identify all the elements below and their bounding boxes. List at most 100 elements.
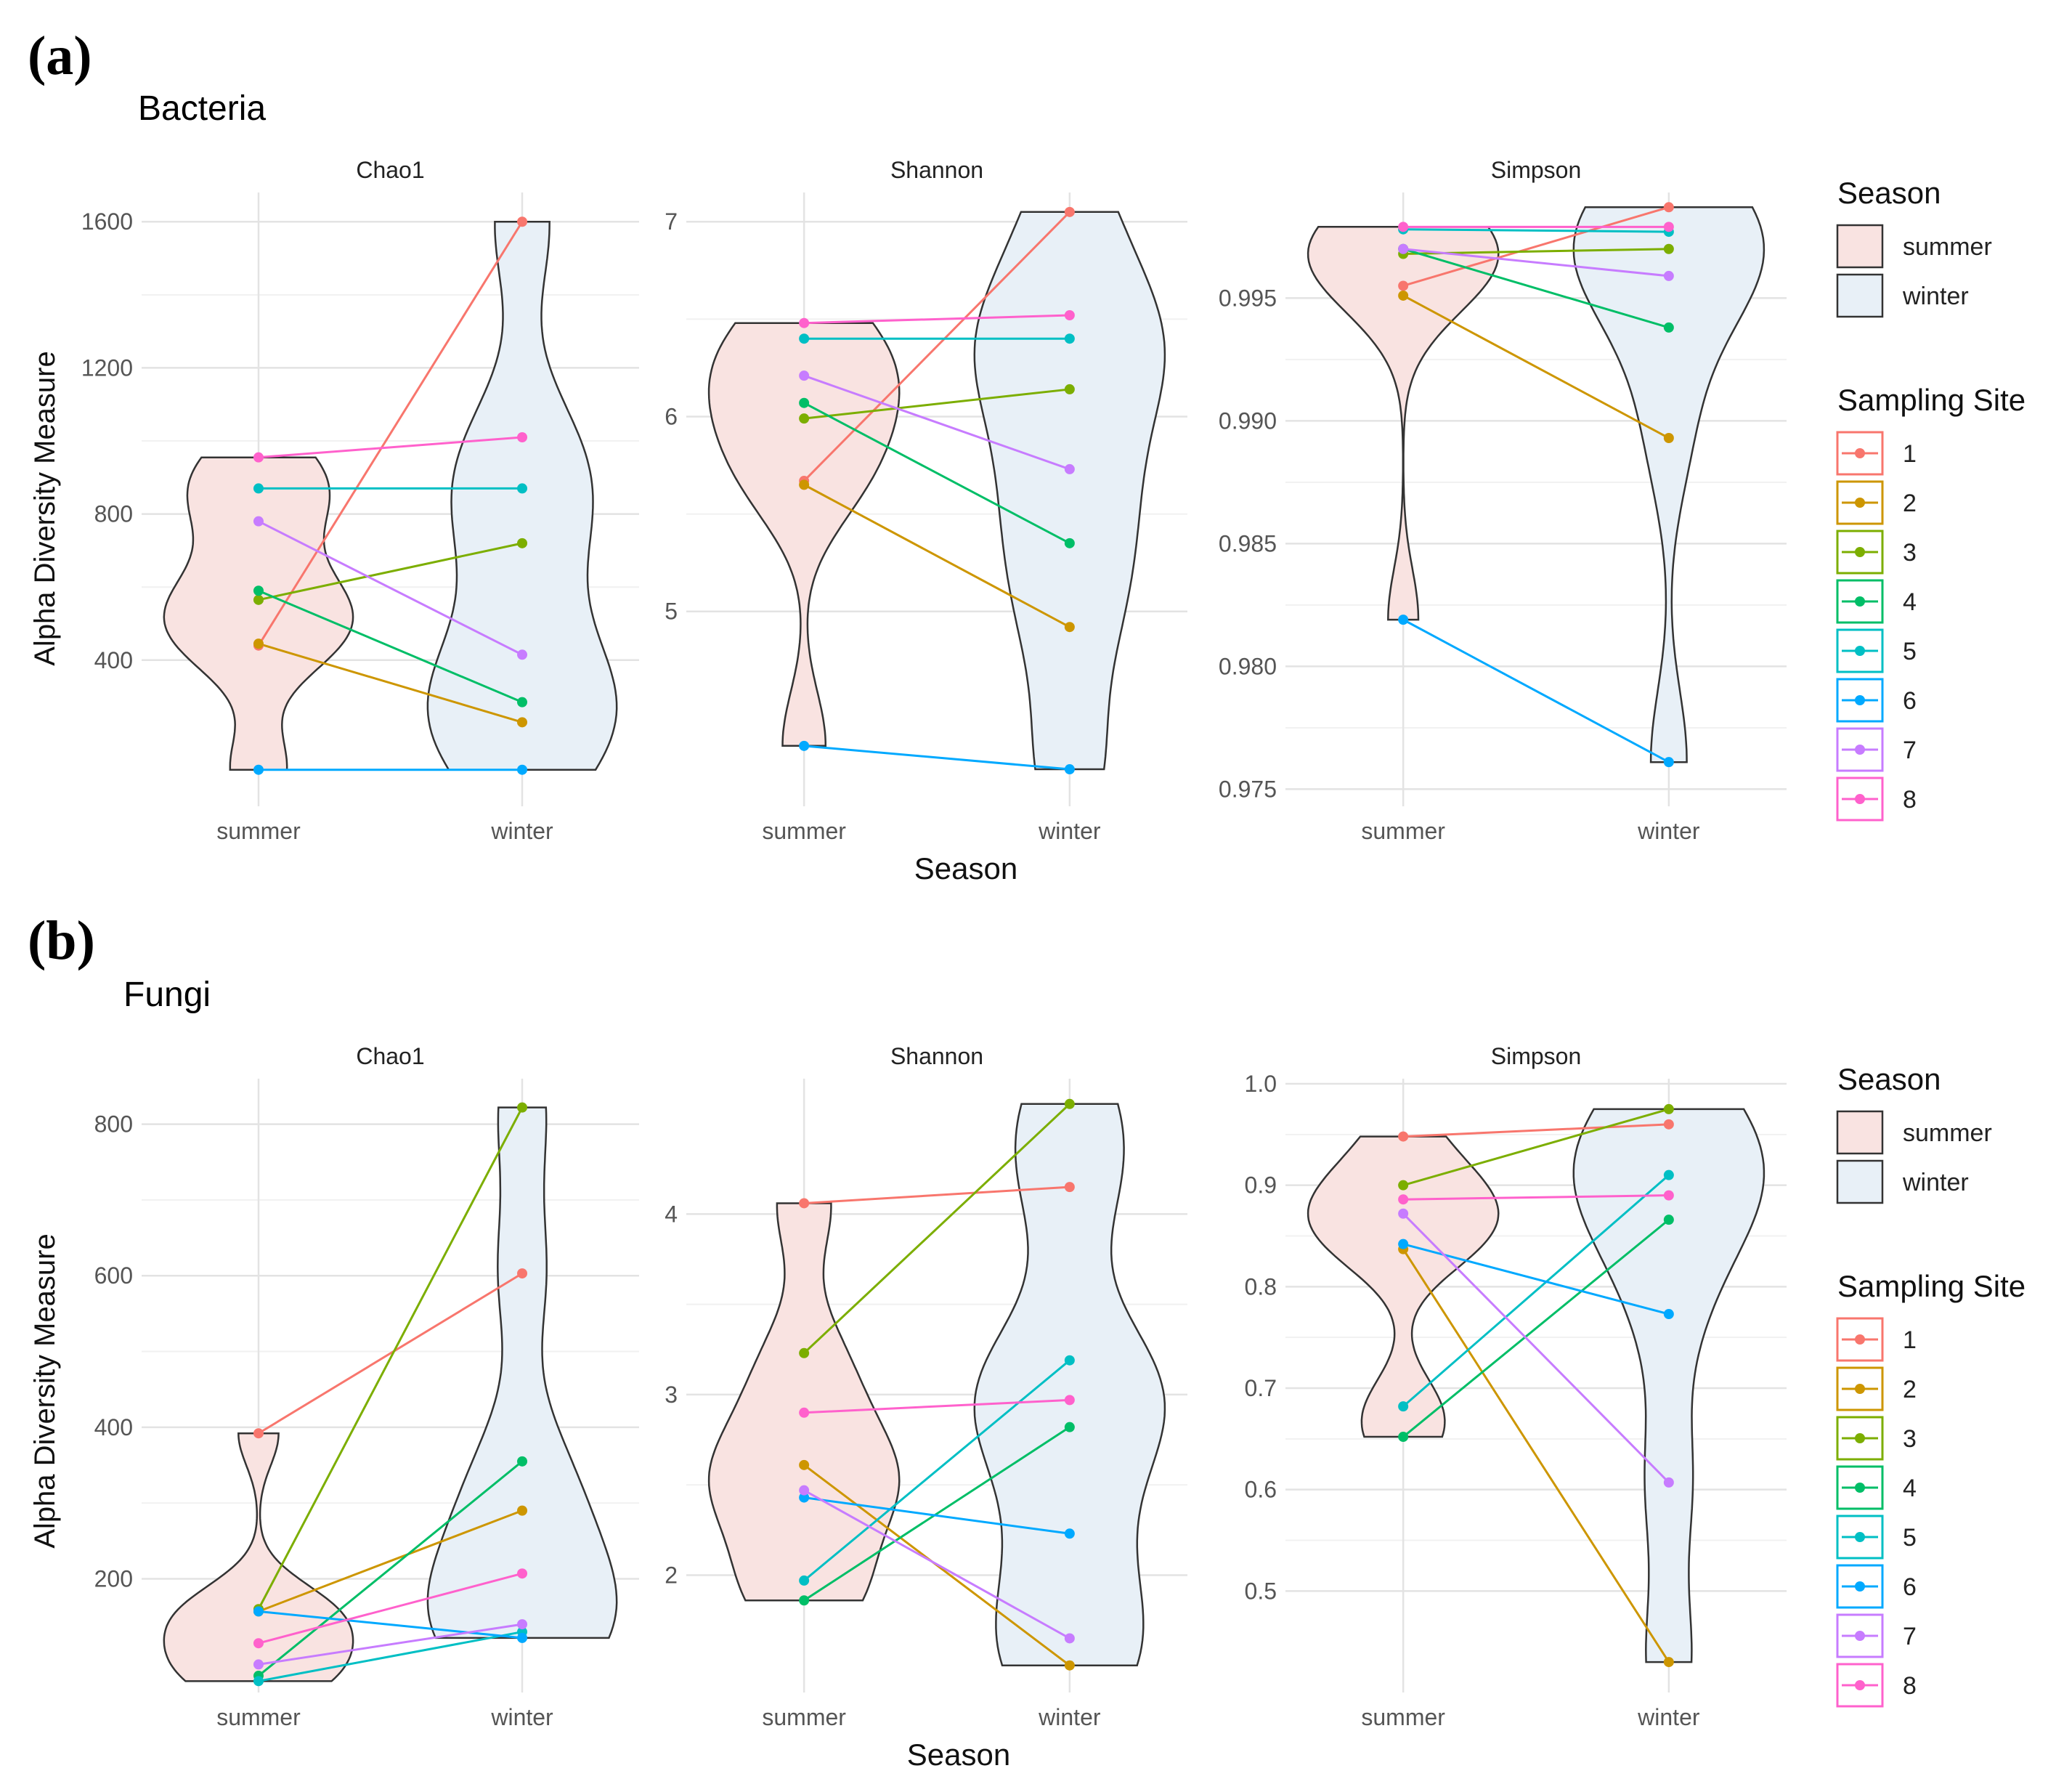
legend-site-point [1855,794,1865,804]
violin-summer [1307,1135,1500,1438]
site-3-line [803,388,1070,420]
site-7-point-summer [253,516,264,527]
site-7-point-summer [799,1485,810,1496]
site-7-line [1402,1212,1670,1483]
site-6-line [1402,618,1670,763]
legend-site-label: 3 [1903,539,1917,567]
x-tick-label: winter [490,818,553,844]
x-tick-label: summer [1361,1704,1445,1730]
site-6-point-winter [1064,764,1075,775]
legend-season-title: Season [1837,176,1941,210]
site-1-point-summer [1398,1131,1409,1142]
site-6-point-summer [253,1606,264,1617]
site-7-line [803,374,1070,471]
legend-season-label: winter [1902,283,1969,310]
site-1-line [257,221,524,646]
y-tick-label: 6 [665,403,678,429]
site-6-point-winter [1663,1309,1674,1320]
facet-simpson-bacteria: Simpson 0.975 0.980 0.985 0.990 0.995 summer wi… [1219,157,1787,844]
y-tick-label: 4 [665,1201,678,1227]
site-7-line [803,1489,1070,1639]
site-3-point-winter [1064,1098,1075,1109]
facet-chao1-fungi: Chao1 200 400 600 800 summer winter [94,1043,639,1730]
y-tick-label: 0.6 [1245,1477,1277,1503]
site-2-point-winter [1064,622,1075,633]
site-8-line [804,1398,1070,1414]
y-tick-label: 0.8 [1245,1273,1277,1300]
legend-site-point [1855,1532,1865,1542]
facet-title: Simpson [1491,1043,1582,1069]
legend-site-label: 7 [1903,1623,1917,1650]
legend-site-point [1855,1433,1865,1443]
legend-site-point [1855,695,1865,705]
panel-b-title: Fungi [123,976,211,1014]
site-8-point-summer [799,1407,810,1418]
y-tick-label: 0.990 [1219,408,1277,434]
y-tick-label: 0.995 [1219,285,1277,311]
violin-winter [426,1106,618,1639]
site-5-line [803,1359,1070,1582]
site-8-point-winter [1663,1190,1674,1201]
site-1-point-summer [799,1198,810,1209]
site-5-line [258,1631,523,1682]
site-8-line [1403,1194,1669,1201]
site-7-point-winter [1663,270,1674,281]
site-8-point-winter [1064,1395,1075,1406]
panel-b-label: (b) [28,910,95,971]
site-7-point-summer [1398,1208,1409,1219]
y-tick-label: 0.7 [1245,1375,1277,1401]
panel-b-x-title: Season [907,1738,1010,1772]
site-8-point-summer [253,452,264,463]
site-3-point-summer [799,1347,810,1358]
legend-site-label: 5 [1903,638,1917,665]
site-4-line [258,1460,523,1677]
site-4-point-winter [1064,1422,1075,1432]
site-6-line [803,1496,1070,1535]
site-7-line [1402,248,1670,277]
legend-site-label: 2 [1903,490,1917,517]
legend-panel-a: Season summer winter Sampling Site 1 2 3 4 5 6 7 8 [1836,176,2025,822]
site-7-point-summer [253,1659,264,1670]
x-tick-label: summer [762,1704,846,1730]
site-2-point-winter [1663,433,1674,443]
facet-shannon-bacteria: Shannon 5 6 7 summer winter [665,157,1187,844]
site-1-point-winter [1663,1119,1674,1130]
violin-summer [707,322,901,747]
legend-site-point [1855,498,1865,508]
y-tick-label: 2 [665,1562,678,1588]
site-5-point-winter [1064,333,1075,344]
site-8-line [258,436,523,459]
legend-site-label: 5 [1903,1524,1917,1552]
y-tick-label: 800 [94,1111,133,1138]
legend-panel-b: Season summer winter Sampling Site 1 2 3 4 5 6 7 8 [1836,1062,2025,1708]
facet-chao1-bacteria: Chao1 400 800 1200 1600 summer winter [81,157,639,844]
site-6-point-summer [1398,615,1409,625]
legend-site-label: 6 [1903,687,1917,715]
site-4-point-summer [799,1595,810,1606]
legend-season-key-winter [1836,1159,1884,1204]
x-tick-label: winter [490,1704,553,1730]
legend-site-point [1855,1384,1865,1394]
site-3-line [1402,1108,1670,1187]
site-1-line [803,211,1070,482]
site-6-line [804,745,1070,771]
site-5-point-summer [253,483,264,494]
x-tick-label: winter [1637,1704,1700,1730]
y-tick-label: 600 [94,1262,133,1289]
site-8-point-summer [799,317,810,328]
x-tick-label: summer [216,818,301,844]
site-7-point-summer [1398,243,1409,254]
violin-winter [973,1103,1166,1666]
legend-site-label: 8 [1903,786,1917,814]
site-6-line [1402,1243,1670,1315]
y-tick-label: 0.980 [1219,653,1277,679]
site-2-point-summer [799,479,810,490]
site-3-line [258,542,523,601]
site-2-line [258,1509,523,1613]
site-7-point-winter [517,649,528,660]
legend-season-label: summer [1903,1119,1992,1147]
x-tick-label: summer [1361,818,1445,844]
site-6-point-winter [1663,757,1674,768]
facet-simpson-fungi: Simpson 0.5 0.6 0.7 0.8 0.9 1.0 summer winter [1245,1043,1787,1730]
